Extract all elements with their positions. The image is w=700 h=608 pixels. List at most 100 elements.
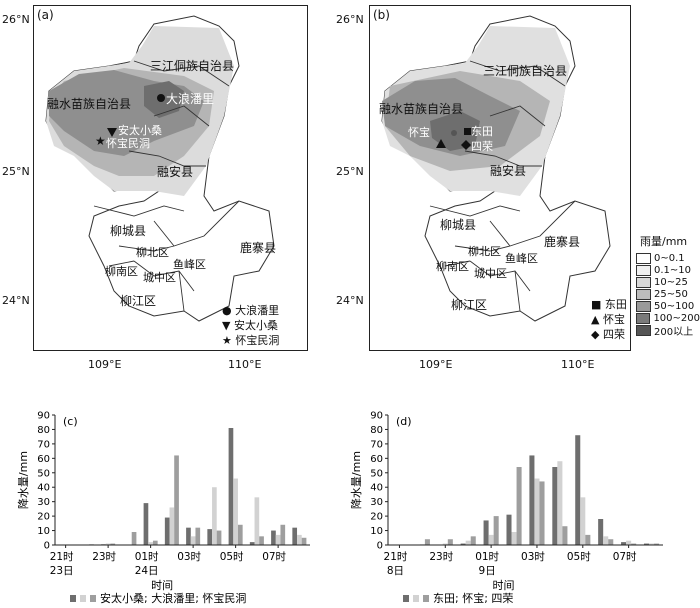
- huaibao-b-marker: [436, 139, 446, 148]
- bar-安太小桑: [228, 428, 234, 545]
- bar-四荣: [631, 543, 637, 545]
- rain-legend-title: 雨量/mm: [640, 235, 688, 248]
- x-tick-label: 03时: [521, 551, 545, 563]
- station-huaibao-a-label: 怀宝民洞: [106, 137, 150, 150]
- map-b-boundaries: [429, 60, 576, 312]
- y-tick-label: 50: [37, 468, 50, 479]
- county-liubei-b: 柳北区: [468, 245, 501, 258]
- legend-swatch: [90, 595, 96, 602]
- bar-大浪潘里: [254, 497, 260, 545]
- x-tick-label: 01时: [475, 551, 499, 563]
- x-tick-date-label: 8日: [387, 565, 404, 577]
- huaibao-star: ★: [95, 134, 106, 148]
- legend-swatch: [423, 595, 429, 602]
- y-tick-label: 70: [37, 439, 50, 450]
- bar-安太小桑: [164, 517, 170, 545]
- county-sanjiang-b: 三江侗族自治县: [483, 64, 568, 78]
- rain-legend-label: 50~100: [654, 300, 695, 312]
- x-tick-date-label: 23日: [50, 565, 74, 577]
- map-b-center-dot: [451, 130, 457, 136]
- chart-panel-label: (c): [63, 415, 78, 428]
- x-tick-label: 07时: [262, 551, 286, 563]
- lat-25-b: 25°N: [336, 165, 364, 178]
- lat-25-a: 25°N: [2, 165, 30, 178]
- bar-怀宝: [511, 532, 517, 545]
- lon-109-a: 109°E: [88, 358, 122, 371]
- county-rongan-b: 融安县: [490, 164, 527, 178]
- legend-a-item: ▼ 安太小桑: [222, 319, 278, 332]
- county-luzhai-a: 鹿寨县: [240, 241, 277, 255]
- y-tick-label: 90: [370, 411, 383, 422]
- x-axis-label: 时间: [493, 579, 515, 592]
- bar-四荣: [424, 539, 430, 545]
- x-tick-label: 05时: [220, 551, 244, 563]
- bar-东田: [506, 514, 512, 545]
- lon-110-a: 110°E: [228, 358, 262, 371]
- lat-26-b: 26°N: [336, 13, 364, 26]
- chart-panel-label: (d): [396, 415, 412, 428]
- panel-b-label: (b): [373, 8, 390, 22]
- y-tick-label: 0: [44, 541, 50, 552]
- x-tick-label: 03时: [177, 551, 201, 563]
- y-tick-label: 40: [370, 483, 383, 494]
- bar-怀宝: [557, 461, 563, 545]
- map-panel-b: [369, 5, 631, 351]
- rain-legend-swatch: [636, 264, 651, 276]
- rain-legend-swatch: [636, 324, 651, 336]
- y-axis-label: 降水量/mm: [349, 451, 363, 509]
- county-liunan-a: 柳南区: [105, 265, 138, 278]
- panel-a-label: (a): [37, 8, 54, 22]
- bar-怀宝民洞: [174, 455, 179, 545]
- county-yufeng-b: 鱼峰区: [505, 252, 538, 265]
- county-liunan-b: 柳南区: [436, 260, 469, 273]
- bar-安太小桑: [143, 503, 149, 545]
- rain-legend-item: 200以上: [636, 324, 700, 338]
- map-panel-a: ★: [33, 5, 308, 351]
- y-tick-label: 60: [37, 454, 50, 465]
- bar-四荣: [447, 539, 453, 545]
- bar-怀宝民洞: [301, 537, 307, 545]
- rain-legend-items: 0~0.1 0.1~10 10~25 25~50 50~100 100~200 200以上: [636, 252, 700, 338]
- county-luzhai-b: 鹿寨县: [544, 235, 581, 249]
- bar-东田: [529, 455, 535, 545]
- map-b-svg: [381, 15, 611, 322]
- rain-legend-swatch: [636, 300, 651, 312]
- rain-legend-label: 200以上: [654, 326, 694, 338]
- y-tick-label: 80: [37, 425, 50, 436]
- bar-怀宝: [488, 534, 494, 545]
- county-rongshui-b: 融水苗族自治县: [379, 102, 464, 116]
- legend-swatch: [70, 595, 76, 602]
- bar-怀宝: [442, 543, 448, 545]
- bar-安太小桑: [292, 527, 298, 545]
- legend-swatch: [80, 595, 86, 602]
- bar-安太小桑: [271, 530, 276, 545]
- lat-26-a: 26°N: [2, 13, 30, 26]
- bar-怀宝民洞: [280, 524, 286, 545]
- rain-legend-label: 0~0.1: [654, 252, 685, 264]
- lon-110-b: 110°E: [561, 358, 595, 371]
- y-tick-label: 20: [37, 512, 50, 523]
- bar-大浪潘里: [233, 478, 238, 545]
- x-tick-label: 07时: [613, 551, 637, 563]
- bar-四荣: [539, 481, 545, 545]
- station-huaibao-b-label: 怀宝: [408, 126, 430, 139]
- x-tick-label: 05时: [567, 551, 591, 563]
- rain-legend-label: 100~200: [653, 312, 700, 324]
- y-tick-label: 30: [37, 497, 50, 508]
- lat-24-a: 24°N: [2, 294, 30, 307]
- bar-大浪潘里: [105, 543, 111, 545]
- y-tick-label: 70: [370, 439, 383, 450]
- bar-chart-d: (d) 0 10 20 30 40 50 60 70 80 90 降水量/mm 21时 8日 23时 01时 9…: [349, 411, 663, 605]
- station-dalang-label: 大浪潘里: [166, 92, 215, 106]
- county-sanjiang-a: 三江侗族自治县: [150, 59, 235, 73]
- rain-legend-label: 10~25: [654, 276, 688, 288]
- bar-四荣: [654, 543, 660, 545]
- dalang-marker: [157, 94, 165, 102]
- x-tick-label: 21时: [50, 551, 74, 563]
- bar-东田: [483, 520, 489, 545]
- map-a-boundaries: [93, 60, 240, 312]
- rain-legend-swatch: [636, 288, 651, 300]
- bar-大浪潘里: [297, 534, 302, 545]
- x-axis-label: 时间: [151, 579, 173, 592]
- rain-legend-item: 10~25: [636, 276, 700, 288]
